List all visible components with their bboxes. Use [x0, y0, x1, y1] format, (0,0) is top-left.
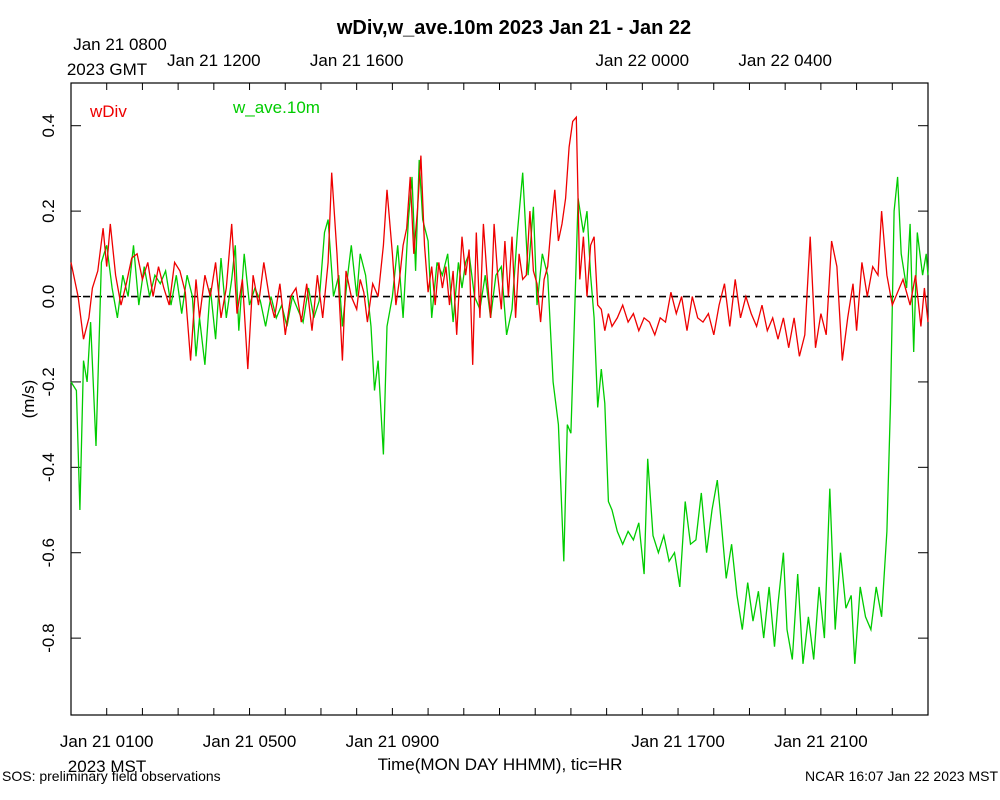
bottom-axis-tick-label-4: Jan 21 2100: [774, 732, 868, 751]
series-line-w-ave-10m: [70, 159, 929, 664]
y-tick-label-5: -0.6: [39, 538, 58, 567]
y-tick-label-2: 0.0: [39, 285, 58, 309]
y-tick-label-0: 0.4: [39, 114, 58, 138]
y-tick-label-1: 0.2: [39, 199, 58, 223]
legend-label-wdiv: wDiv: [89, 102, 127, 121]
top-axis-tick-label-2: Jan 21 1600: [310, 51, 404, 70]
axis-ticks: [70, 83, 929, 715]
bottom-axis-tick-label-1: Jan 21 0500: [203, 732, 297, 751]
axis-labels: 0.4 0.2 0.0 -0.2 -0.4 -0.6 -0.8 Jan 21 1200 Jan …: [39, 51, 868, 751]
series-line-wdiv: [70, 115, 929, 370]
footer-left-note: SOS: preliminary field observations: [2, 768, 221, 784]
bottom-axis-tick-label-2: Jan 21 0900: [346, 732, 440, 751]
y-axis-label: (m/s): [19, 380, 38, 419]
x-axis-label: Time(MON DAY HHMM), tic=HR: [378, 755, 623, 774]
top-axis-tick-label-4: Jan 22 0400: [738, 51, 832, 70]
bottom-axis-timezone-label: 2023 MST: [68, 757, 146, 776]
bottom-axis-tick-label-3: Jan 21 1700: [631, 732, 725, 751]
y-tick-label-4: -0.4: [39, 453, 58, 482]
footer-right-note: NCAR 16:07 Jan 22 2023 MST: [805, 768, 998, 784]
y-tick-label-3: -0.2: [39, 367, 58, 396]
top-axis-timezone-label: 2023 GMT: [67, 60, 147, 79]
chart-title: wDiv,w_ave.10m 2023 Jan 21 - Jan 22: [336, 17, 691, 39]
top-axis-tick-label-3: Jan 22 0000: [596, 51, 690, 70]
legend-label-w-ave-10m: w_ave.10m: [232, 98, 320, 117]
top-axis-first-tick-label: Jan 21 0800: [73, 35, 167, 54]
top-axis-tick-label-1: Jan 21 1200: [167, 51, 261, 70]
y-tick-label-6: -0.8: [39, 623, 58, 652]
bottom-axis-tick-label-0: Jan 21 0100: [60, 732, 154, 751]
